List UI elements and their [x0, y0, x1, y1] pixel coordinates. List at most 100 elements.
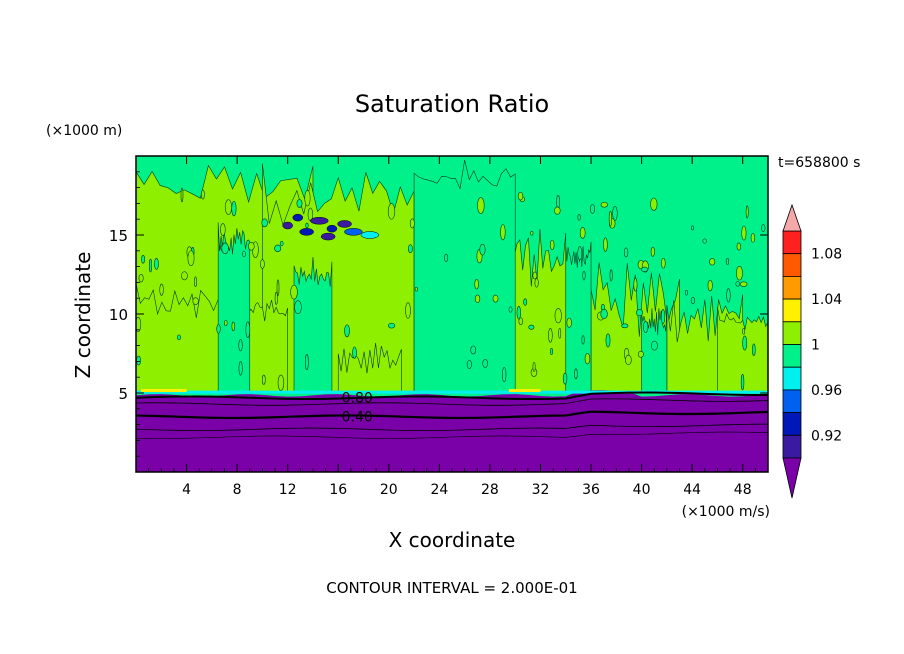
- supersaturated-edge-mid: [508, 389, 541, 393]
- contour-islet: [590, 204, 595, 214]
- contour-islet: [739, 281, 748, 287]
- contour-islet: [220, 223, 226, 236]
- contour-islet: [554, 206, 561, 215]
- contour-islet: [194, 276, 197, 288]
- contour-islet: [633, 277, 638, 292]
- colorbar: 0.92 0.96 1 1.04 1.08: [782, 203, 842, 499]
- colorbar-label: 0.96: [811, 383, 842, 399]
- contour-islet: [387, 203, 396, 220]
- x-units-label: (×1000 m/s): [682, 504, 770, 520]
- contour-islet: [761, 224, 766, 232]
- x-axis-label: X coordinate: [389, 528, 516, 552]
- contour-islet: [238, 361, 243, 376]
- contour-islet: [532, 361, 536, 372]
- contour-islet: [621, 323, 629, 329]
- contour-islet: [684, 290, 688, 296]
- contour-islet: [530, 230, 534, 236]
- contour-islet: [221, 242, 229, 255]
- contour-islet: [474, 294, 481, 303]
- contour-islet: [180, 187, 184, 203]
- contour-line-2: [136, 410, 768, 420]
- colorbar-segment: [782, 434, 802, 459]
- contour-islet: [518, 317, 524, 325]
- contour-line-1: [136, 398, 768, 406]
- contour-islet: [136, 316, 142, 332]
- x-tick-label: 40: [633, 482, 651, 498]
- contour-islet: [387, 322, 396, 329]
- contour-islet: [650, 197, 658, 211]
- contour-islet: [702, 238, 707, 244]
- contour-islet: [352, 346, 357, 359]
- contour-islet: [691, 225, 695, 231]
- contour-islet: [224, 320, 228, 327]
- contour-islet: [500, 224, 506, 241]
- colorbar-bottom-arrow: [782, 457, 802, 499]
- colorbar-label: 1.08: [811, 247, 842, 263]
- contour-islet: [742, 335, 748, 351]
- colorbar-top-arrow: [782, 203, 802, 232]
- contour-islet: [641, 266, 649, 272]
- contour-islet: [609, 269, 613, 282]
- contour-islet: [584, 353, 591, 365]
- supersaturated-plume-9: [717, 306, 768, 394]
- contour-islet: [154, 258, 159, 270]
- colorbar-segment: [782, 389, 802, 413]
- contour-label-1: 0.40: [342, 410, 373, 426]
- contour-islet: [643, 321, 649, 333]
- contour-islet: [138, 273, 144, 283]
- contour-islet: [709, 258, 716, 266]
- contour-islet: [502, 367, 507, 383]
- contour-islet: [277, 374, 285, 391]
- x-tick-label: 8: [233, 482, 242, 498]
- contour-islet: [625, 354, 632, 366]
- contour-islet: [532, 271, 538, 280]
- contour-islet: [274, 244, 282, 253]
- contour-islet: [750, 233, 756, 243]
- subsaturated-lower-layer: [136, 390, 768, 472]
- contour-islet: [661, 257, 666, 269]
- chart-title: Saturation Ratio: [355, 90, 549, 118]
- saturated-channel-3: [565, 242, 592, 394]
- contour-interval-footer: CONTOUR INTERVAL = 2.000E-01: [326, 579, 577, 597]
- contour-line-3: [136, 423, 768, 432]
- x-tick-label: 16: [329, 482, 347, 498]
- contour-islet: [294, 300, 302, 315]
- contour-islet: [238, 339, 243, 352]
- contour-islet: [523, 298, 528, 306]
- colorbar-segment: [782, 366, 802, 391]
- contour-islet: [231, 200, 237, 217]
- x-axis-ticks: 4 8 12 16 20 24 28 32 36 40 44 48: [148, 156, 756, 498]
- plot-area: 0.80 0.40: [136, 156, 768, 472]
- contour-islet: [201, 189, 205, 200]
- contour-islet: [290, 284, 298, 300]
- colorbar-segment: [782, 344, 802, 368]
- contour-islet: [305, 222, 309, 229]
- contour-islet: [136, 355, 141, 366]
- x-tick-label: 48: [734, 482, 752, 498]
- colorbar-segment: [782, 412, 802, 436]
- contour-islet: [466, 360, 472, 369]
- contour-fields: 0.80 0.40: [136, 159, 768, 472]
- depleted-patch-5: [344, 228, 363, 236]
- contour-islet: [623, 247, 629, 258]
- contour-islet: [707, 279, 713, 292]
- colorbar-segment: [782, 275, 802, 300]
- contour-islet: [579, 227, 586, 239]
- contour-islet: [470, 345, 477, 355]
- contour-islet: [474, 278, 479, 290]
- contour-islet: [660, 309, 666, 324]
- contour-islet: [550, 348, 553, 356]
- x-tick-label: 28: [481, 482, 499, 498]
- contour-islet: [549, 239, 555, 251]
- depleted-patch-0: [282, 221, 293, 230]
- contour-islet: [409, 218, 415, 229]
- contour-islet: [612, 205, 618, 221]
- contour-islet: [548, 328, 553, 343]
- contour-islet: [245, 321, 251, 339]
- contour-islet: [605, 333, 611, 348]
- contour-islet: [261, 374, 266, 385]
- depleted-patch-7: [320, 232, 336, 241]
- contour-islet: [414, 286, 418, 292]
- colorbar-segment: [782, 230, 802, 255]
